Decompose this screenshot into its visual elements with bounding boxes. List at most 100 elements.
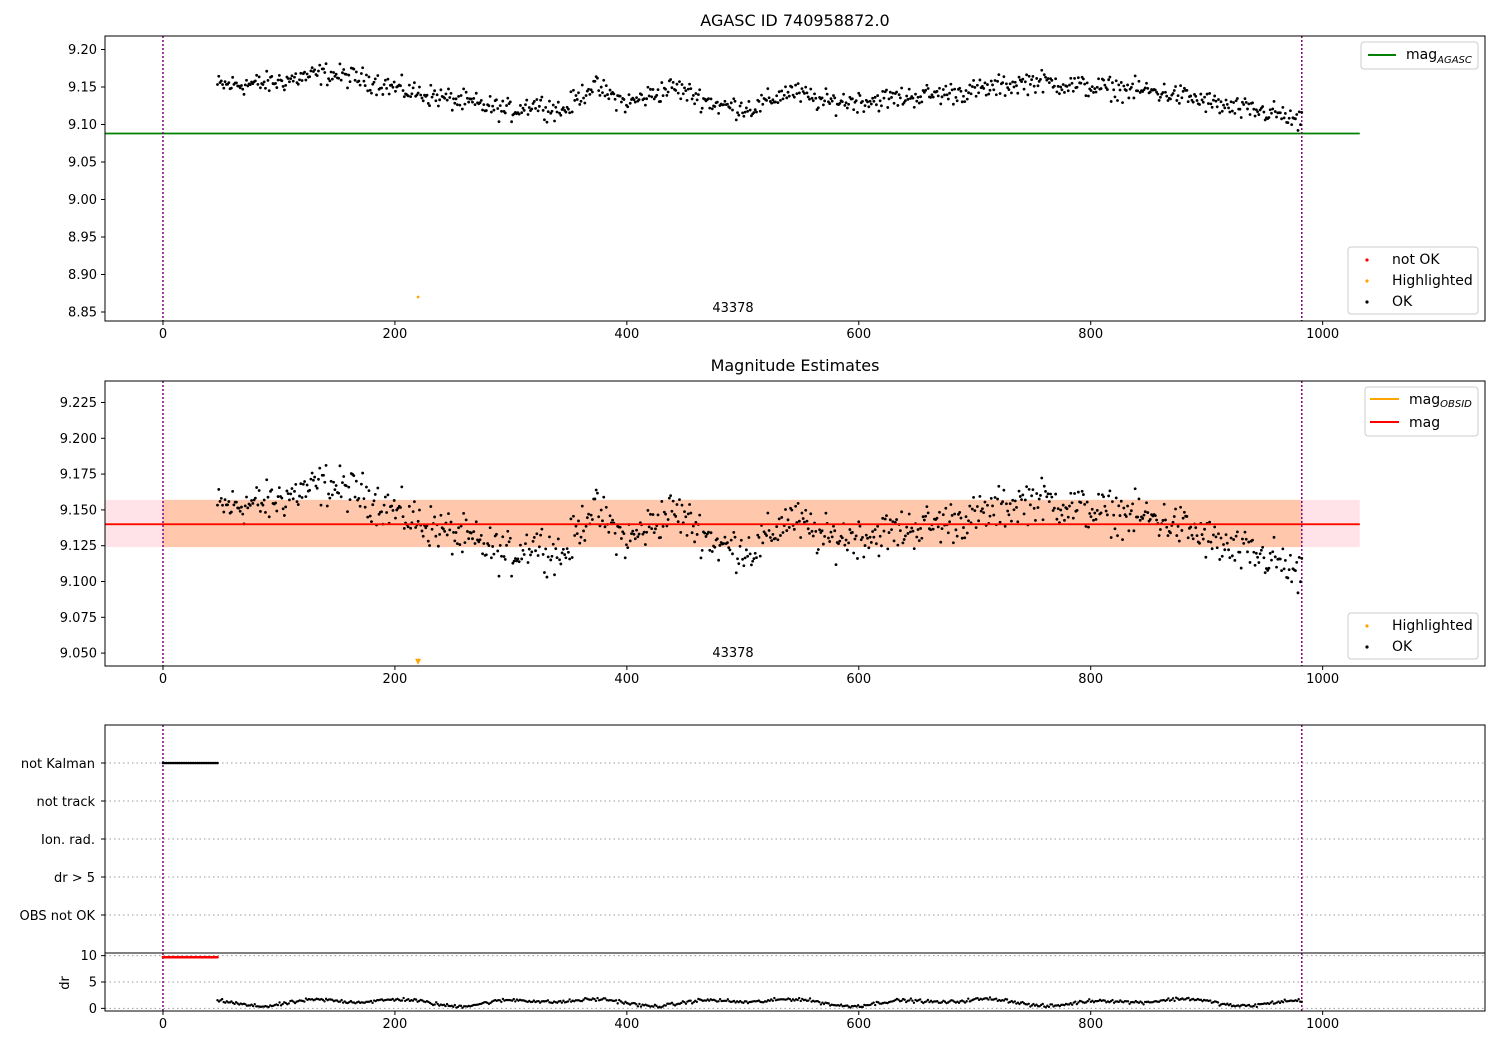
p2-ok-point-261	[545, 575, 549, 579]
p2-ok-point-225	[500, 554, 503, 558]
p2-ok-point-641	[1025, 485, 1028, 489]
p2-ok-point-398	[718, 543, 722, 547]
p1-ok-point-411	[734, 118, 738, 122]
p1-ok-point-308	[604, 84, 608, 88]
panel1-title: AGASC ID 740958872.0	[700, 11, 889, 30]
p2-ok-point-555	[916, 528, 920, 531]
p2-ok-point-467	[805, 519, 809, 523]
p2-ok-point-87	[325, 504, 329, 508]
p1-ok-point-65	[298, 78, 301, 82]
p1-ok-point-303	[598, 93, 602, 97]
p2-ok-point-190	[455, 542, 459, 546]
p2-ok-point-739	[1148, 517, 1152, 521]
p4-dr-point-204	[532, 999, 536, 1002]
p2-ok-point-807	[1234, 534, 1238, 538]
p1-ok-point-260	[544, 106, 548, 109]
p2-ok-point-795	[1219, 536, 1223, 540]
p1-ok-point-339	[643, 103, 647, 107]
p4-dr-point-551	[1070, 1003, 1074, 1006]
p1-ok-point-180	[443, 96, 447, 100]
p1-ok-point-402	[723, 99, 727, 103]
p1-ok-point-254	[536, 109, 540, 113]
p2-ok-point-30	[253, 496, 257, 500]
p2-ok-point-258	[541, 553, 545, 556]
p4-dr-point-459	[928, 1000, 931, 1004]
p1-ok-point-130	[380, 86, 383, 90]
p2-ok-point-803	[1229, 536, 1233, 540]
p1-ok-point-536	[892, 101, 896, 105]
p1-ok-point-449	[782, 93, 786, 97]
p1-ok-point-556	[917, 101, 921, 105]
p1-ok-point-392	[710, 107, 714, 111]
p1-ok-point-84	[322, 67, 325, 71]
p1-ok-point-367	[679, 97, 683, 101]
p4-dr-point-80	[340, 998, 343, 1002]
p2-ok-point-184	[448, 528, 452, 532]
p1-ok-point-38	[264, 86, 267, 90]
p2-ok-point-736	[1145, 501, 1148, 505]
p2-ok-point-794	[1218, 558, 1222, 561]
p1-ok-point-356	[665, 93, 669, 97]
p4-dr-point-394	[827, 1002, 830, 1005]
p4-ytick-label-1: 5	[89, 976, 97, 991]
p1-ok-point-517	[868, 99, 872, 103]
p1-ok-point-33	[257, 75, 261, 79]
p1-ok-point-282	[572, 88, 575, 92]
p2-ok-point-446	[779, 534, 782, 537]
p1-ok-point-527	[881, 90, 885, 93]
p2-ok-point-799	[1224, 533, 1228, 537]
p1-ok-point-846	[1283, 112, 1287, 115]
p1-ok-point-648	[1034, 91, 1037, 94]
p1-ok-point-551	[911, 96, 915, 100]
p1-ok-point-457	[792, 95, 796, 99]
p2-ok-point-247	[527, 547, 531, 551]
p1-ok-point-793	[1217, 98, 1220, 101]
p2-ok-point-816	[1246, 550, 1249, 554]
p1-ok-point-432	[761, 102, 765, 106]
p1-ok-point-715	[1118, 88, 1122, 92]
p2-ok-point-526	[880, 544, 883, 548]
p1-ok-point-761	[1176, 94, 1180, 97]
panel2-frame	[104, 380, 1486, 667]
p1-ok-point-168	[428, 104, 431, 108]
p1-ok-point-201	[469, 97, 473, 101]
p1-ok-point-619	[997, 73, 1001, 77]
p2-ok-point-702	[1102, 495, 1105, 499]
p2-ok-point-532	[887, 531, 891, 534]
p1-ok-point-419	[744, 106, 748, 110]
p4-dr-point-699	[1300, 1000, 1303, 1004]
p3-flag-point-0-19	[196, 761, 199, 765]
p1-ok-point-686	[1082, 77, 1085, 81]
p1-ok-point-138	[390, 83, 394, 87]
p2-ok-point-691	[1088, 512, 1092, 515]
p4-dr-point-416	[861, 1005, 864, 1009]
p2-ok-point-551	[911, 529, 915, 533]
p1-ok-point-684	[1079, 81, 1083, 85]
p2-ok-point-656	[1044, 489, 1047, 493]
p2-ok-point-775	[1194, 526, 1198, 530]
p1-ok-point-518	[869, 102, 873, 106]
p2-ok-point-644	[1028, 503, 1032, 507]
p1-ok-point-421	[747, 100, 751, 103]
p1-ok-point-563	[926, 87, 930, 90]
p1-ok-point-848	[1286, 121, 1290, 125]
p2-ok-point-415	[739, 538, 743, 542]
legend-label-highlighted-2: Highlighted	[1392, 618, 1473, 634]
p1-ok-point-446	[779, 98, 782, 102]
p1-ok-point-338	[642, 97, 646, 101]
p1-ok-point-120	[367, 75, 371, 79]
p1-ok-point-139	[391, 85, 395, 89]
p2-ok-point-121	[368, 514, 372, 518]
p1-ytick-label-3: 9.05	[68, 156, 97, 171]
legend-marker-highlighted	[1365, 279, 1369, 283]
p1-ok-point-184	[448, 96, 452, 99]
p2-ok-point-659	[1047, 500, 1051, 503]
p1-ok-point-499	[845, 106, 849, 110]
p1-ok-point-779	[1199, 92, 1203, 96]
p1-ok-point-471	[810, 96, 814, 100]
p1-ok-point-720	[1124, 89, 1128, 92]
p2-ok-point-512	[862, 555, 866, 559]
p3-flag-point-0-23	[203, 761, 207, 765]
p2-ok-point-693	[1090, 507, 1094, 511]
p4-dr-point-550	[1069, 1002, 1072, 1005]
